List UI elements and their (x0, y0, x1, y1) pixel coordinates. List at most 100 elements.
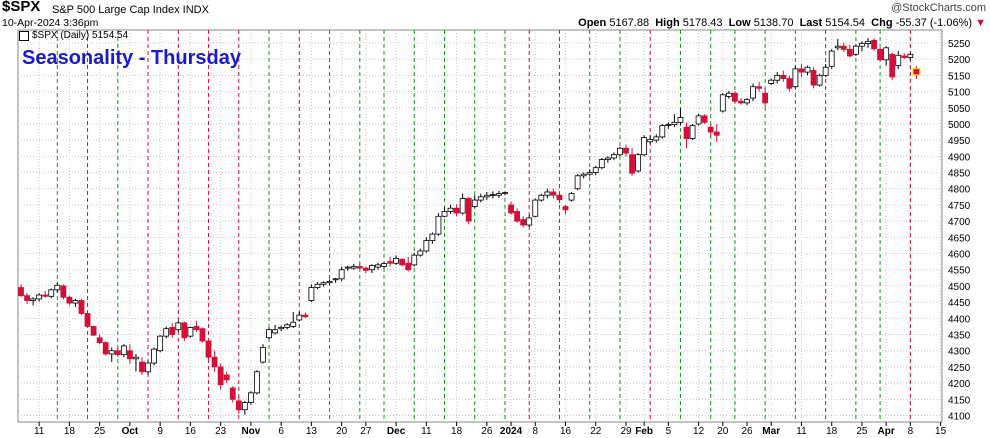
candle-down (520, 219, 527, 226)
candle-up (54, 284, 61, 291)
candle-up (592, 167, 599, 173)
x-tick-label: 26 (481, 426, 493, 437)
candle-down (199, 328, 206, 342)
candle-up (133, 356, 139, 360)
candle-up (393, 257, 400, 264)
candle-up (350, 266, 357, 269)
candle-down (780, 74, 787, 79)
candle-up (72, 300, 79, 304)
y-tick-label: 4650 (948, 233, 971, 244)
candle-up (120, 345, 127, 356)
candle-up (526, 217, 533, 226)
last-label: Last (799, 17, 823, 29)
candle-up (151, 348, 158, 364)
candle-up (338, 269, 345, 280)
plot-frame (17, 29, 943, 423)
candle-up (586, 172, 593, 175)
y-tick-label: 4250 (948, 363, 971, 374)
chg-value: -55.37 (-1.06%) (895, 17, 973, 29)
candle-down (405, 262, 412, 271)
x-tick-label: 29 (620, 426, 632, 437)
x-tick-label: 5 (666, 426, 672, 437)
candle-down (223, 374, 230, 381)
candle-up (677, 117, 684, 123)
x-tick-label: 11 (34, 426, 45, 437)
chg-down-arrow-icon: ▼ (975, 17, 986, 29)
candle-down (211, 356, 218, 368)
candle-up (828, 50, 835, 67)
candle-up (768, 79, 775, 84)
candle-up (895, 54, 902, 67)
x-tick-label: 12 (693, 426, 705, 437)
candle-down (84, 313, 91, 327)
y-tick-label: 4200 (948, 379, 971, 390)
candle-up (804, 66, 811, 73)
y-tick-label: 4450 (948, 298, 971, 309)
symbol-description: S&P 500 Large Cap Index INDX (52, 4, 209, 16)
candle-up (671, 121, 678, 125)
candle-up (883, 47, 890, 61)
candle-down (181, 322, 188, 339)
candle-up (659, 125, 666, 138)
candle-down (114, 350, 121, 356)
candle-down (453, 207, 460, 214)
candle-up (48, 289, 55, 297)
candle-up (471, 199, 478, 207)
candle-down (139, 361, 145, 373)
candle-down (889, 53, 896, 78)
candle-down (362, 267, 369, 271)
y-tick-label: 5000 (948, 120, 971, 131)
x-tick-label: 20 (336, 426, 348, 437)
candle-up (647, 139, 654, 143)
candle-down (42, 294, 49, 297)
y-tick-label: 4600 (948, 250, 971, 261)
x-tick-label: 16 (560, 426, 572, 437)
candle-down (514, 211, 520, 222)
legend-swatch (19, 30, 29, 41)
candle-down (465, 198, 472, 222)
candle-down (169, 327, 176, 335)
candle-up (653, 136, 660, 141)
candle-up (859, 43, 865, 47)
candle-up (907, 53, 914, 58)
y-tick-label: 4900 (948, 152, 971, 163)
chg-label: Chg (871, 17, 893, 29)
candle-up (332, 278, 339, 281)
candle-up (108, 350, 115, 355)
candle-down (90, 326, 97, 336)
candle-up (247, 392, 254, 403)
candle-up (665, 124, 672, 126)
x-tick-label: 27 (360, 426, 372, 437)
candle-up (719, 94, 726, 112)
candle-up (368, 265, 375, 271)
x-tick-label: Mar (762, 426, 780, 437)
candle-up (750, 86, 756, 99)
candle-down (102, 342, 109, 355)
candle-up (175, 322, 182, 331)
y-tick-label: 5200 (948, 55, 971, 66)
candle-up (429, 233, 436, 241)
x-tick-label: 9 (157, 426, 163, 437)
candle-down (683, 126, 690, 139)
candle-up (598, 159, 605, 169)
candle-down (235, 400, 242, 411)
candle-down (356, 266, 363, 269)
candle-up (544, 191, 551, 196)
candle-up (260, 347, 266, 363)
symbol-label: $SPX (2, 0, 41, 15)
candle-up (744, 99, 750, 104)
x-tick-label: Oct (122, 426, 139, 437)
candle-up (865, 40, 871, 45)
candle-up (489, 194, 496, 196)
candle-up (477, 196, 484, 201)
x-tick-label: Nov (241, 426, 260, 437)
x-tick-label: 25 (856, 426, 868, 437)
candle-up (157, 335, 164, 352)
candle-down (229, 387, 236, 400)
candle-down (623, 147, 629, 154)
y-tick-label: 4350 (948, 331, 971, 342)
candle-up (538, 194, 545, 201)
candle-down (738, 100, 744, 104)
candle-up (580, 173, 587, 177)
candle-up (266, 329, 272, 339)
